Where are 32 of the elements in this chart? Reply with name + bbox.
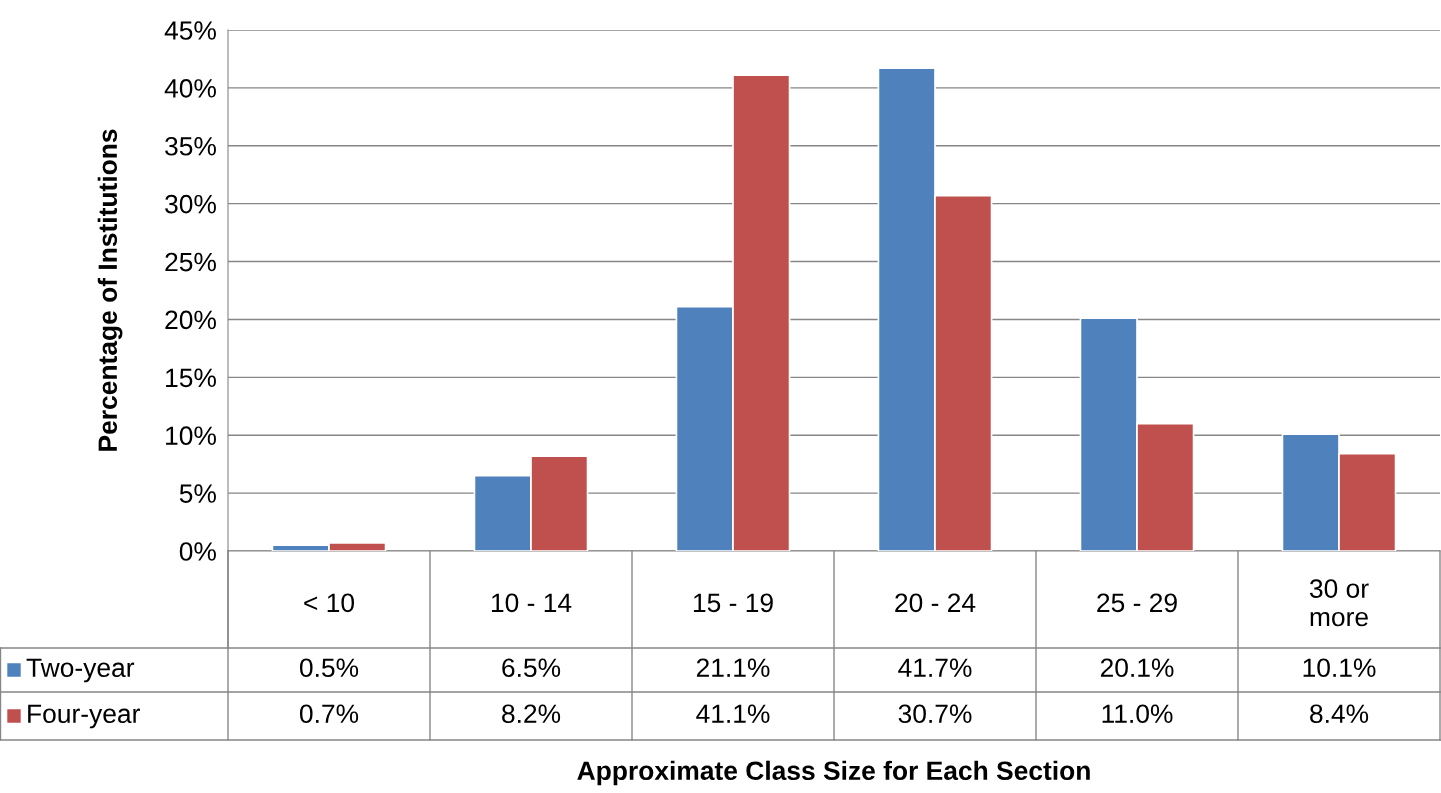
- data-label: 0.5%: [299, 658, 359, 678]
- data-label: 0.7%: [299, 704, 359, 724]
- y-tick-label: 40%: [164, 79, 216, 98]
- data-label: 10.1%: [1303, 658, 1376, 678]
- legend-label: Four-year: [28, 704, 140, 729]
- y-axis-title: Percentage of Institutions: [97, 129, 123, 451]
- y-tick-label: 15%: [166, 368, 216, 388]
- y-tick-label: 35%: [165, 136, 216, 156]
- x-tick-label: < 10: [304, 593, 355, 613]
- legend-label: Two-year: [26, 658, 135, 683]
- data-label: 41.1%: [696, 704, 770, 723]
- y-tick-label: 25%: [165, 252, 216, 272]
- data-label: 41.7%: [898, 658, 972, 677]
- x-tick-label: 10 - 14: [491, 593, 572, 613]
- x-tick-label: 20 - 24: [895, 593, 976, 613]
- data-label: 21.1%: [696, 658, 770, 677]
- data-label: 8.4%: [1310, 704, 1369, 724]
- data-label: 11.0%: [1102, 704, 1173, 724]
- x-tick-label: 30 or more: [1309, 579, 1369, 627]
- y-tick-label: 45%: [164, 21, 216, 40]
- y-tick-label: 5%: [179, 484, 216, 503]
- y-tick-label: 10%: [166, 426, 216, 446]
- y-tick-label: 30%: [165, 194, 216, 214]
- data-label: 8.2%: [502, 704, 561, 724]
- y-tick-label: 0%: [179, 542, 216, 561]
- x-tick-label: 15 - 19: [693, 593, 773, 613]
- data-label: 20.1%: [1100, 658, 1174, 678]
- x-tick-label: 25 - 29: [1097, 593, 1177, 613]
- text: Approximate Class Size for Each Section: [577, 760, 1090, 786]
- data-label: 30.7%: [898, 704, 972, 724]
- y-tick-label: 20%: [165, 310, 216, 330]
- data-label: 6.5%: [502, 658, 561, 678]
